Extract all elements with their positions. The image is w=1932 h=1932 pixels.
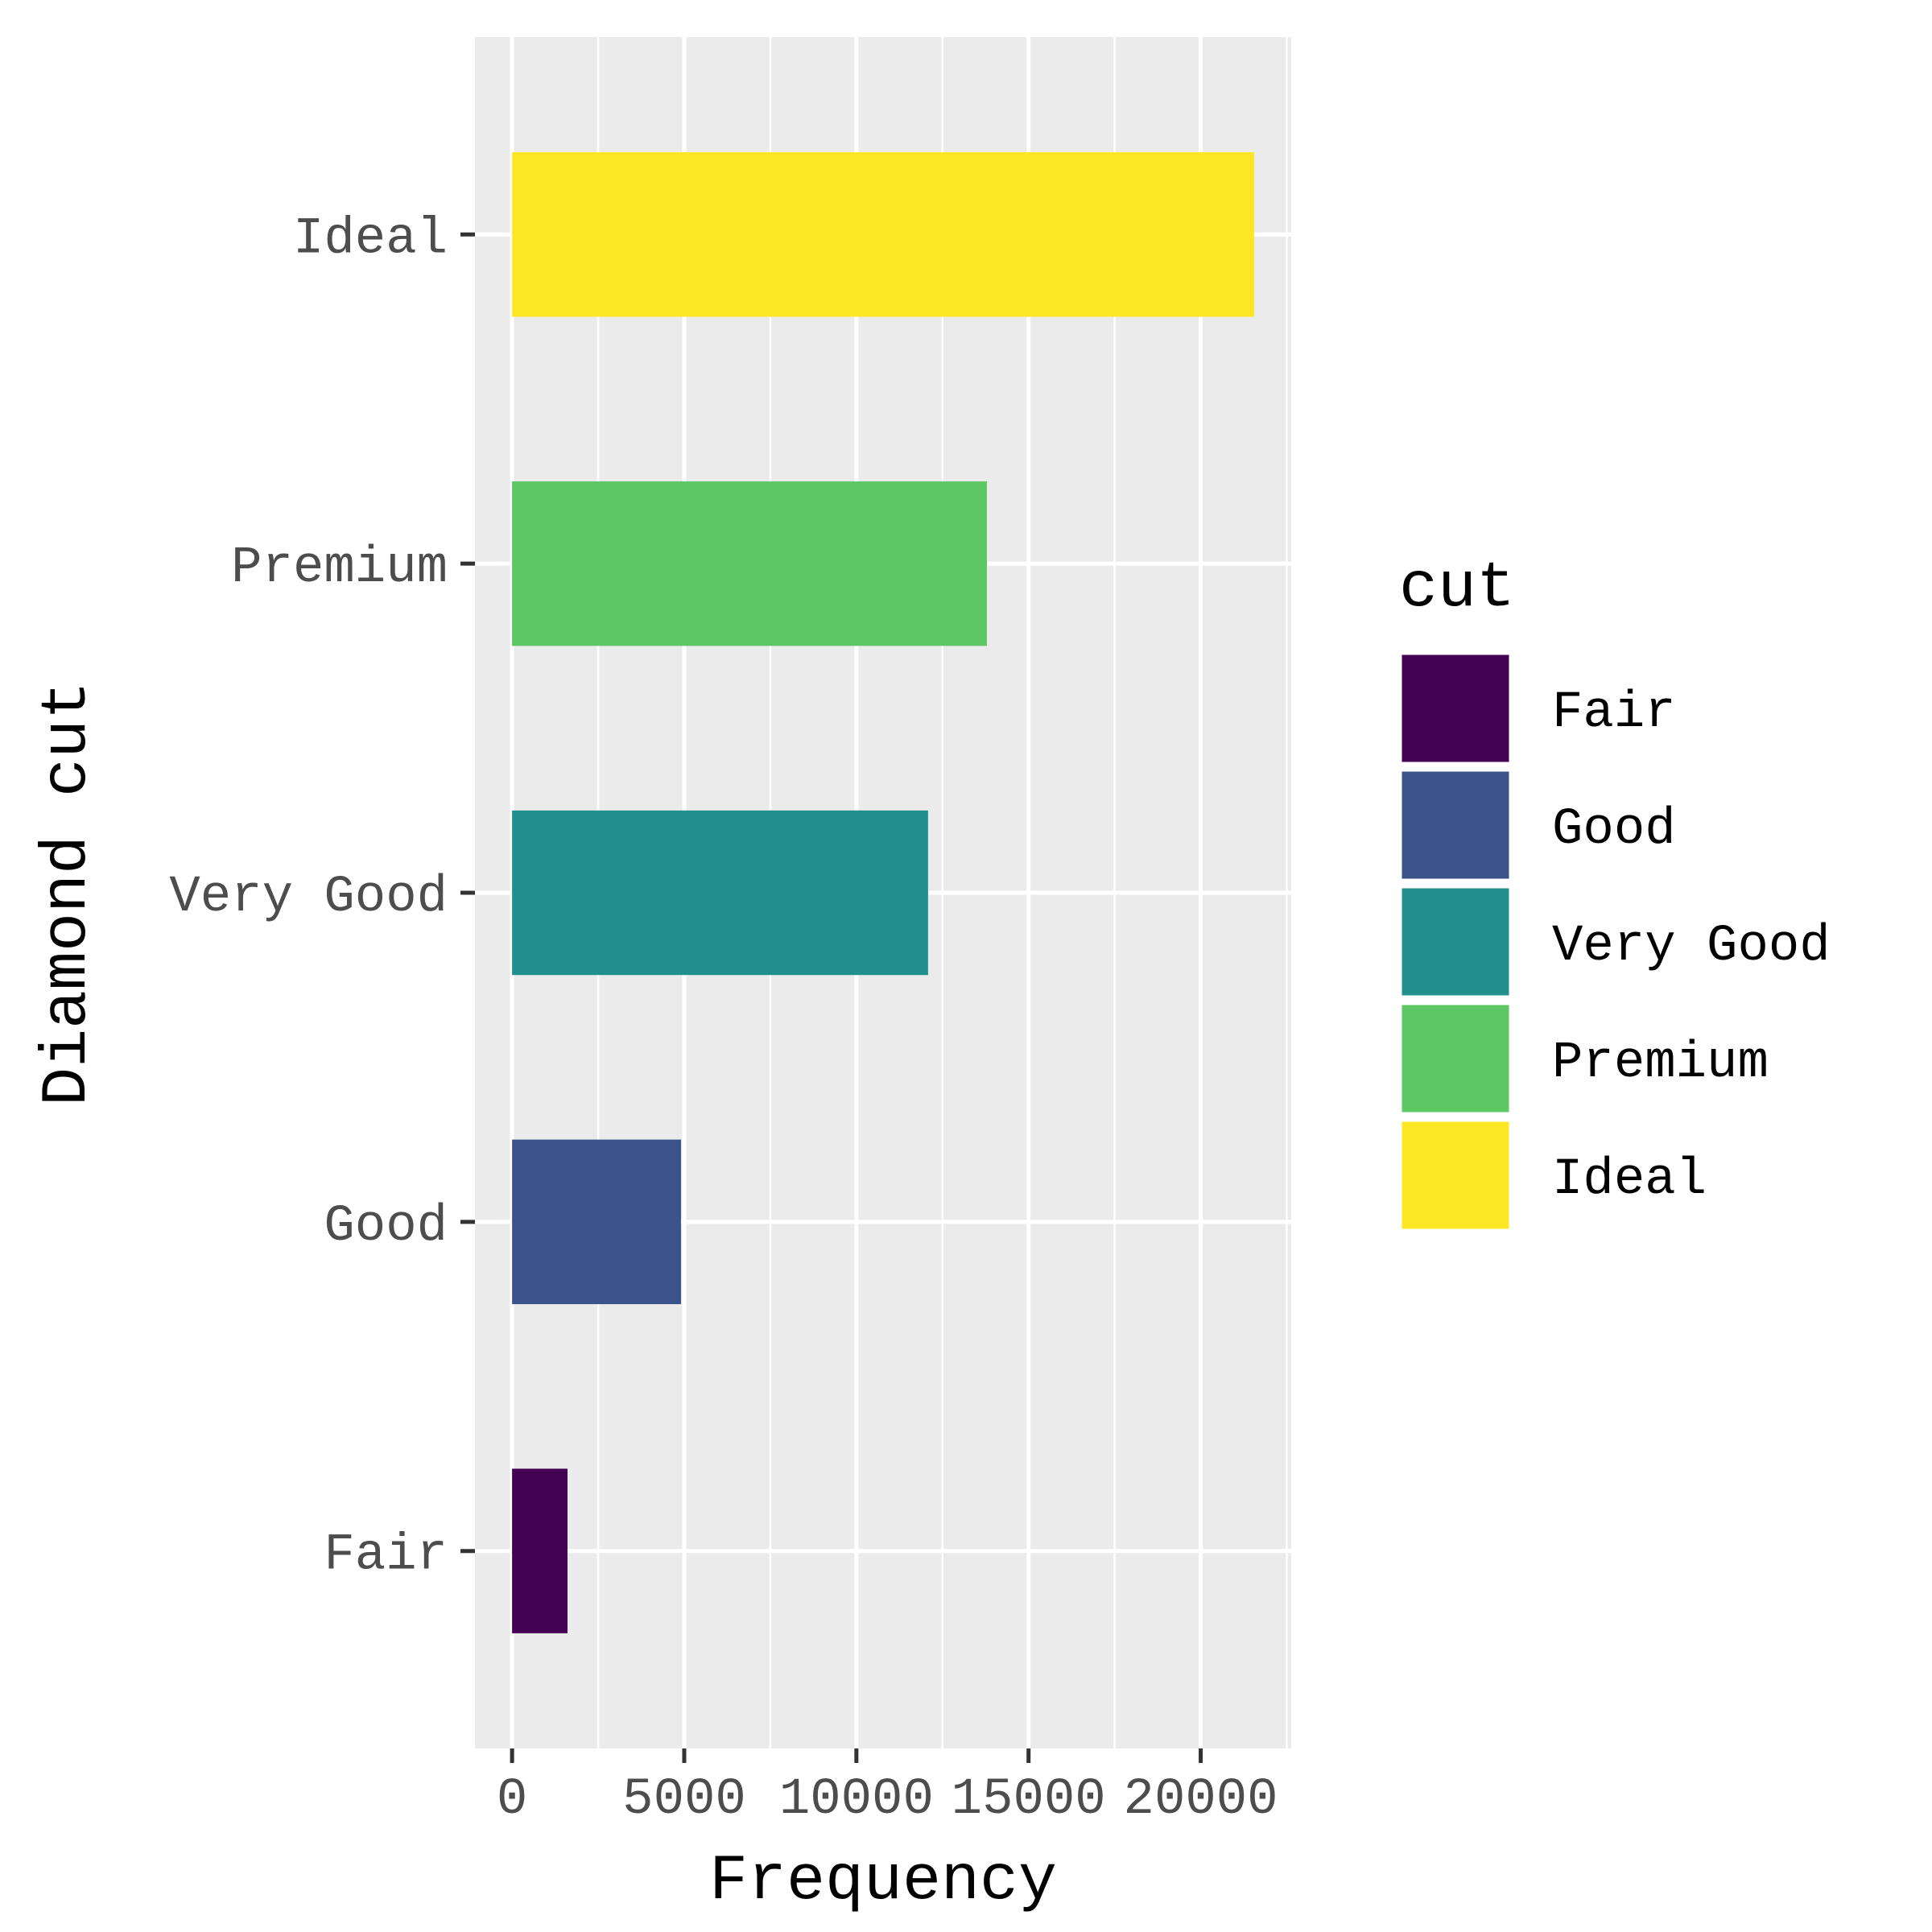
y-tick-label: Very Good: [169, 869, 448, 927]
bars: [512, 152, 1254, 1633]
legend-label: Ideal: [1552, 1151, 1707, 1209]
bar-very-good: [512, 810, 928, 976]
legend-label: Fair: [1552, 684, 1676, 742]
legend-key-premium: [1399, 1002, 1512, 1115]
x-tick-label: 0: [497, 1771, 527, 1829]
legend-key-good: [1399, 769, 1512, 881]
y-tick-label: Premium: [231, 539, 448, 597]
y-axis: Fair Good Very Good Premium Ideal: [169, 210, 475, 1585]
y-axis-title: Diamond cut: [31, 681, 105, 1106]
x-tick-label: 15000: [952, 1771, 1106, 1829]
legend-label: Good: [1552, 801, 1676, 859]
legend-key-very-good: [1399, 886, 1512, 998]
legend: cut Fair Good Very Good Premium Ideal: [1399, 552, 1831, 1232]
legend-key-fair: [1399, 652, 1512, 765]
legend-title: cut: [1399, 552, 1515, 625]
legend-label: Very Good: [1552, 918, 1831, 976]
bar-ideal: [512, 152, 1254, 317]
bar-premium: [512, 481, 987, 646]
x-axis: 0 5000 10000 15000 20000: [497, 1748, 1278, 1829]
bar-good: [512, 1139, 681, 1305]
y-tick-label: Ideal: [293, 210, 448, 268]
x-tick-label: 20000: [1124, 1771, 1278, 1829]
x-axis-title: Frequency: [709, 1845, 1057, 1918]
y-tick-label: Good: [324, 1198, 448, 1256]
legend-label: Premium: [1552, 1034, 1769, 1092]
y-tick-label: Fair: [324, 1527, 448, 1585]
legend-key-ideal: [1399, 1119, 1512, 1232]
x-tick-label: 10000: [779, 1771, 934, 1829]
bar-fair: [512, 1468, 568, 1633]
x-tick-label: 5000: [622, 1771, 746, 1829]
